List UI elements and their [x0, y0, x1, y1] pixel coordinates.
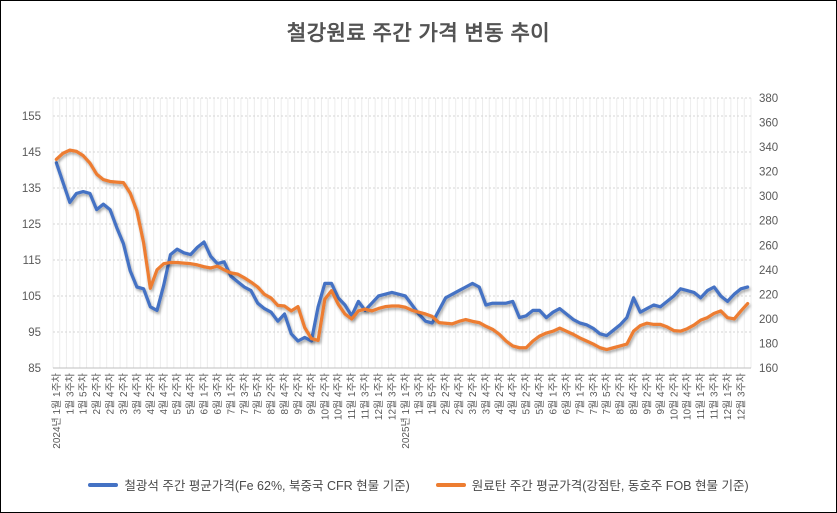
data-series-lines [54, 148, 750, 352]
svg-text:6월 1주차: 6월 1주차 [199, 373, 211, 415]
svg-text:10월 4주차: 10월 4주차 [682, 373, 694, 420]
svg-text:4월 2주차: 4월 2주차 [145, 373, 157, 415]
svg-text:2024년 1월 1주차: 2024년 1월 1주차 [51, 373, 63, 449]
coking-coal-line [54, 148, 750, 352]
svg-text:360: 360 [759, 118, 778, 130]
svg-text:1월 3주차: 1월 3주차 [413, 373, 425, 415]
svg-text:1월 5주차: 1월 5주차 [78, 373, 90, 415]
svg-text:12월 3주차: 12월 3주차 [386, 373, 398, 420]
svg-text:340: 340 [759, 142, 778, 154]
svg-text:11월 1주차: 11월 1주차 [346, 373, 358, 419]
svg-text:135: 135 [22, 183, 41, 195]
coking-coal-line-swatch [435, 482, 466, 487]
svg-text:2월 2주차: 2월 2주차 [91, 373, 103, 415]
iron-ore-line [54, 161, 750, 343]
svg-text:220: 220 [759, 289, 778, 301]
x-axis-tick-labels: 2024년 1월 1주차 1월 3주차 1월 5주차 2월 2주차 2월 4주차 3월 2… [51, 373, 748, 449]
svg-text:6월 3주차: 6월 3주차 [561, 373, 573, 415]
svg-text:5월 2주차: 5월 2주차 [172, 373, 184, 415]
svg-text:9월 2주차: 9월 2주차 [641, 373, 653, 415]
svg-text:115: 115 [23, 255, 41, 267]
svg-text:6월 1주차: 6월 1주차 [548, 373, 560, 415]
svg-text:12월 1주차: 12월 1주차 [373, 373, 385, 420]
svg-text:4월 4주차: 4월 4주차 [507, 373, 519, 415]
svg-text:145: 145 [22, 147, 41, 159]
svg-text:1월 3주차: 1월 3주차 [64, 373, 76, 415]
svg-text:9월 2주차: 9월 2주차 [292, 373, 304, 415]
right-axis-tick-labels: 380 360 340 320 300 280 260 240 220 200 180 160 [759, 93, 778, 375]
svg-text:2025년 1월 1주차: 2025년 1월 1주차 [400, 373, 412, 449]
svg-text:9월 4주차: 9월 4주차 [306, 373, 318, 415]
svg-text:7월 1주차: 7월 1주차 [574, 373, 586, 415]
svg-text:8월 4주차: 8월 4주차 [279, 373, 291, 415]
svg-text:260: 260 [759, 240, 778, 252]
svg-text:7월 1주차: 7월 1주차 [225, 373, 237, 415]
legend-label-iron-ore: 철광석 주간 평균가격(Fe 62%, 북중국 CFR 현물 기준) [124, 479, 410, 493]
svg-text:12월 1주차: 12월 1주차 [722, 373, 734, 420]
left-axis-tick-labels: 155 145 135 125 115 105 95 85 [22, 111, 41, 375]
svg-text:6월 3주차: 6월 3주차 [212, 373, 224, 415]
svg-text:125: 125 [22, 219, 41, 231]
svg-text:2월 2주차: 2월 2주차 [440, 373, 452, 415]
svg-text:2월 4주차: 2월 4주차 [454, 373, 466, 415]
svg-text:9월 4주차: 9월 4주차 [655, 373, 667, 415]
svg-text:4월 4주차: 4월 4주차 [158, 373, 170, 415]
svg-text:8월 4주차: 8월 4주차 [628, 373, 640, 415]
svg-text:12월 3주차: 12월 3주차 [735, 373, 747, 420]
svg-text:7월 3주차: 7월 3주차 [239, 373, 251, 415]
svg-text:11월 3주차: 11월 3주차 [360, 373, 372, 419]
svg-text:85: 85 [28, 363, 41, 375]
svg-text:7월 5주차: 7월 5주차 [601, 373, 613, 415]
legend: 철광석 주간 평균가격(Fe 62%, 북중국 CFR 현물 기준) 원료탄 주… [1, 475, 836, 494]
svg-text:3월 2주차: 3월 2주차 [118, 373, 130, 415]
svg-text:4월 2주차: 4월 2주차 [494, 373, 506, 415]
svg-text:7월 3주차: 7월 3주차 [588, 373, 600, 415]
svg-text:10월 2주차: 10월 2주차 [319, 373, 331, 420]
legend-item-iron-ore: 철광석 주간 평균가격(Fe 62%, 북중국 CFR 현물 기준) [88, 475, 410, 494]
svg-text:105: 105 [22, 291, 41, 303]
svg-text:5월 4주차: 5월 4주차 [534, 373, 546, 415]
svg-text:95: 95 [28, 327, 41, 339]
svg-text:3월 4주차: 3월 4주차 [480, 373, 492, 415]
svg-text:3월 4주차: 3월 4주차 [131, 373, 143, 415]
svg-text:240: 240 [759, 265, 778, 277]
svg-text:180: 180 [759, 338, 778, 350]
svg-text:11월 1주차: 11월 1주차 [695, 373, 707, 419]
chart-title: 철강원료 주간 가격 변동 추이 [286, 22, 551, 45]
svg-text:160: 160 [759, 363, 778, 375]
svg-text:8월 2주차: 8월 2주차 [266, 373, 278, 415]
svg-text:10월 2주차: 10월 2주차 [668, 373, 680, 420]
iron-ore-line-swatch [88, 482, 119, 487]
svg-text:10월 4주차: 10월 4주차 [333, 373, 345, 420]
svg-text:320: 320 [759, 167, 778, 179]
svg-text:1월 5주차: 1월 5주차 [427, 373, 439, 415]
legend-label-coking-coal: 원료탄 주간 평균가격(강점탄, 동호주 FOB 현물 기준) [471, 479, 749, 493]
svg-text:300: 300 [759, 191, 778, 203]
svg-text:11월 3주차: 11월 3주차 [709, 373, 721, 419]
svg-text:5월 2주차: 5월 2주차 [521, 373, 533, 415]
svg-text:380: 380 [759, 93, 778, 105]
svg-text:8월 2주차: 8월 2주차 [615, 373, 627, 415]
svg-text:200: 200 [759, 314, 778, 326]
svg-text:2월 4주차: 2월 4주차 [105, 373, 117, 415]
weekly-stripe-gridlines [52, 98, 752, 368]
svg-text:280: 280 [759, 216, 778, 228]
svg-text:3월 2주차: 3월 2주차 [467, 373, 479, 415]
legend-item-coking-coal: 원료탄 주간 평균가격(강점탄, 동호주 FOB 현물 기준) [435, 475, 749, 494]
svg-text:155: 155 [22, 111, 41, 123]
svg-text:7월 5주차: 7월 5주차 [252, 373, 264, 415]
svg-text:5월 4주차: 5월 4주차 [185, 373, 197, 415]
